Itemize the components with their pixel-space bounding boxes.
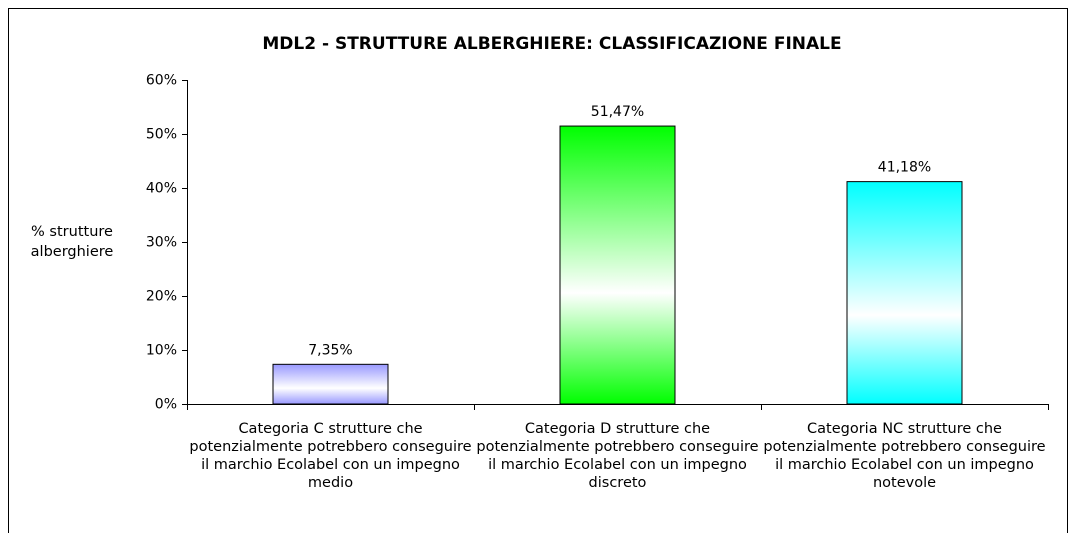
bar [559, 125, 676, 405]
y-tick-label: 10% [146, 343, 177, 359]
y-tick-label: 40% [146, 181, 177, 197]
y-tick-label: 30% [146, 235, 177, 251]
y-tick-label: 0% [155, 397, 177, 413]
x-tick-label: Categoria NC strutture che potenzialment… [763, 421, 1046, 491]
chart-title: MDL2 - STRUTTURE ALBERGHIERE: CLASSIFICA… [262, 34, 841, 54]
x-tick-label: Categoria D strutture che potenzialmente… [476, 421, 759, 491]
y-axis-label: alberghiere [31, 244, 114, 260]
y-tick-label: 20% [146, 289, 177, 305]
y-tick-label: 60% [146, 73, 177, 89]
bar [846, 181, 963, 405]
bar [272, 363, 389, 405]
y-tick-label: 50% [146, 127, 177, 143]
data-label: 41,18% [878, 160, 931, 176]
x-tick-label: Categoria C strutture che potenzialmente… [189, 421, 472, 491]
y-axis-label: % strutture [31, 224, 113, 240]
data-label: 51,47% [591, 104, 644, 120]
data-label: 7,35% [308, 342, 352, 358]
